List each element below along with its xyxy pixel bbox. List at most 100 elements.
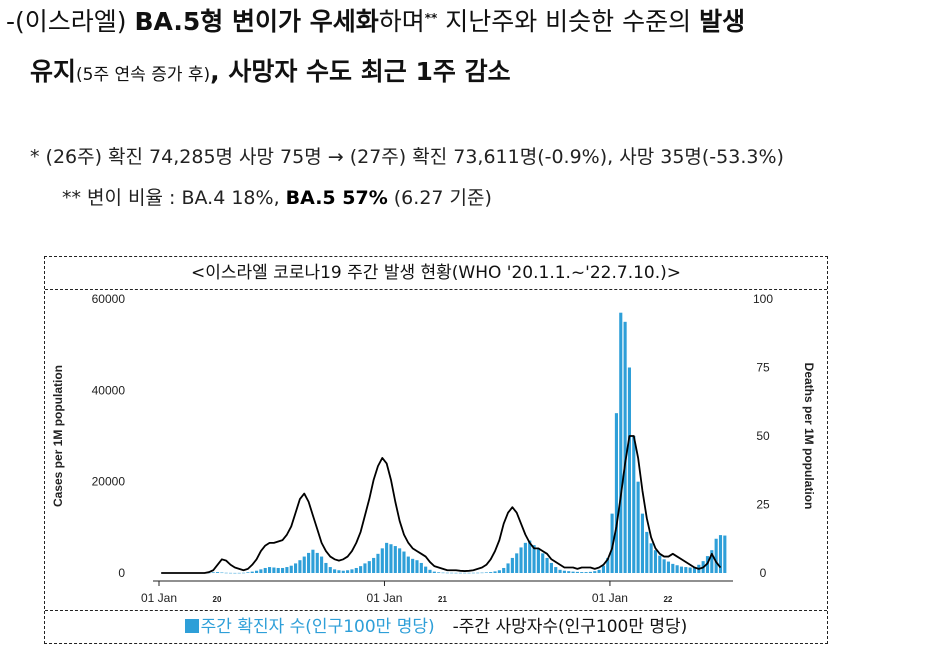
case-bar — [237, 572, 241, 574]
y-tick-label: 60000 — [92, 292, 126, 306]
headline-footnote-mark: ** — [424, 11, 438, 25]
y2-tick-label: 25 — [756, 498, 770, 512]
headline-variant: BA.5 — [134, 7, 201, 36]
case-bar — [515, 553, 519, 573]
case-bar — [437, 572, 441, 573]
case-bar — [549, 562, 553, 573]
case-bar — [571, 571, 575, 573]
case-bar — [692, 567, 697, 573]
case-bar — [450, 572, 454, 574]
case-bar — [372, 557, 376, 573]
y-tick-label: 40000 — [92, 383, 126, 397]
case-bar — [272, 567, 276, 573]
case-bar — [593, 571, 597, 573]
case-bar — [575, 571, 579, 573]
case-bar — [528, 540, 532, 573]
legend-deaths: -주간 사망자수(인구100만 명당) — [453, 617, 688, 637]
case-bar — [211, 572, 215, 573]
headline-country: (이스라엘) — [15, 7, 135, 36]
case-bar — [545, 557, 549, 573]
case-bar — [315, 552, 319, 573]
case-bar — [441, 572, 445, 574]
case-bar — [298, 560, 302, 573]
headline-occurrence: 발생 — [699, 7, 746, 36]
case-bar — [467, 572, 471, 574]
case-bar — [228, 572, 233, 574]
headline-line-2: 유지(5주 연속 증가 후), 사망자 수도 최근 1주 감소 — [30, 56, 941, 91]
case-bar — [328, 567, 332, 573]
case-bar — [406, 556, 410, 573]
case-bar — [463, 572, 467, 574]
case-bar — [614, 413, 618, 573]
case-bar — [714, 538, 718, 573]
case-bar — [675, 565, 679, 573]
legend-cases: 주간 확진자 수(인구100만 명당) — [184, 617, 435, 637]
headline-connector: 하며 — [378, 7, 425, 36]
footnote-variant-ratio: ** 변이 비율 : BA.4 18%, BA.5 57% (6.27 기준) — [62, 183, 492, 210]
case-bar — [324, 562, 328, 573]
case-bar — [523, 542, 527, 573]
y-axis-label: Cases per 1M population — [51, 365, 65, 507]
case-bar — [510, 557, 514, 573]
case-bar — [276, 567, 280, 573]
legend-cases-label: 주간 확진자 수(인구100만 명당) — [200, 617, 435, 637]
case-bar — [350, 569, 354, 573]
variant-ratio-suffix: (6.27 기준) — [387, 187, 492, 209]
case-bar — [255, 570, 259, 573]
case-bar — [632, 436, 636, 573]
case-bar — [558, 569, 562, 573]
case-bar — [333, 569, 337, 573]
case-bar — [649, 543, 653, 573]
case-bar — [606, 557, 610, 573]
case-bar — [402, 551, 406, 573]
case-bar — [289, 565, 293, 573]
case-bar — [220, 572, 224, 574]
headline-dominant: 우세화 — [309, 7, 379, 36]
chart-legend: 주간 확진자 수(인구100만 명당) -주간 사망자수(인구100만 명당) — [45, 610, 827, 643]
case-bar — [497, 570, 501, 573]
y2-tick-label: 100 — [753, 292, 773, 306]
case-bar — [502, 567, 506, 573]
case-bar — [263, 567, 267, 573]
headline-similar-level: 지난주와 비슷한 수준의 — [437, 7, 700, 36]
case-bar — [294, 563, 298, 573]
case-bar — [337, 570, 341, 573]
case-bar — [506, 563, 510, 573]
x-tick-year: 21 — [438, 595, 447, 604]
case-bar — [640, 513, 645, 573]
case-bar — [580, 572, 584, 573]
case-bar — [554, 567, 558, 573]
deaths-line — [161, 435, 722, 574]
x-tick-label: 01 Jan — [141, 591, 177, 605]
headline-maintain: 유지 — [30, 57, 77, 86]
variant-ratio-prefix: ** 변이 비율 : BA.4 18%, — [62, 187, 286, 209]
case-bar — [588, 571, 592, 573]
case-bar — [224, 572, 228, 574]
case-bar — [445, 572, 449, 574]
x-tick-label: 01 Jan — [366, 591, 402, 605]
case-bar — [398, 548, 402, 573]
case-bar — [419, 562, 423, 573]
headline-dash: - — [6, 7, 16, 36]
case-bar — [359, 566, 363, 573]
case-bar — [476, 572, 480, 574]
case-bar — [241, 572, 246, 574]
chart-box: <이스라엘 코로나19 주간 발생 현황(WHO '20.1.1.~'22.7.… — [44, 256, 828, 644]
case-bar — [662, 559, 666, 573]
case-bar — [307, 552, 311, 573]
chart-title: <이스라엘 코로나19 주간 발생 현황(WHO '20.1.1.~'22.7.… — [45, 257, 827, 290]
case-bar — [627, 367, 631, 573]
case-bar — [458, 572, 462, 574]
x-tick-label: 01 Jan — [592, 591, 628, 605]
case-bar — [259, 569, 263, 573]
case-bar — [380, 548, 384, 573]
case-bar — [268, 567, 272, 573]
case-bar — [411, 558, 415, 573]
case-bar — [562, 570, 566, 573]
case-bar — [281, 567, 285, 573]
headline-deaths-decrease: , 사망자 수도 최근 1주 감소 — [210, 57, 511, 86]
y-tick-label: 0 — [118, 566, 125, 580]
case-bar — [541, 553, 545, 573]
case-bar — [688, 567, 692, 573]
headline-paren-note: (5주 연속 증가 후) — [76, 65, 211, 85]
